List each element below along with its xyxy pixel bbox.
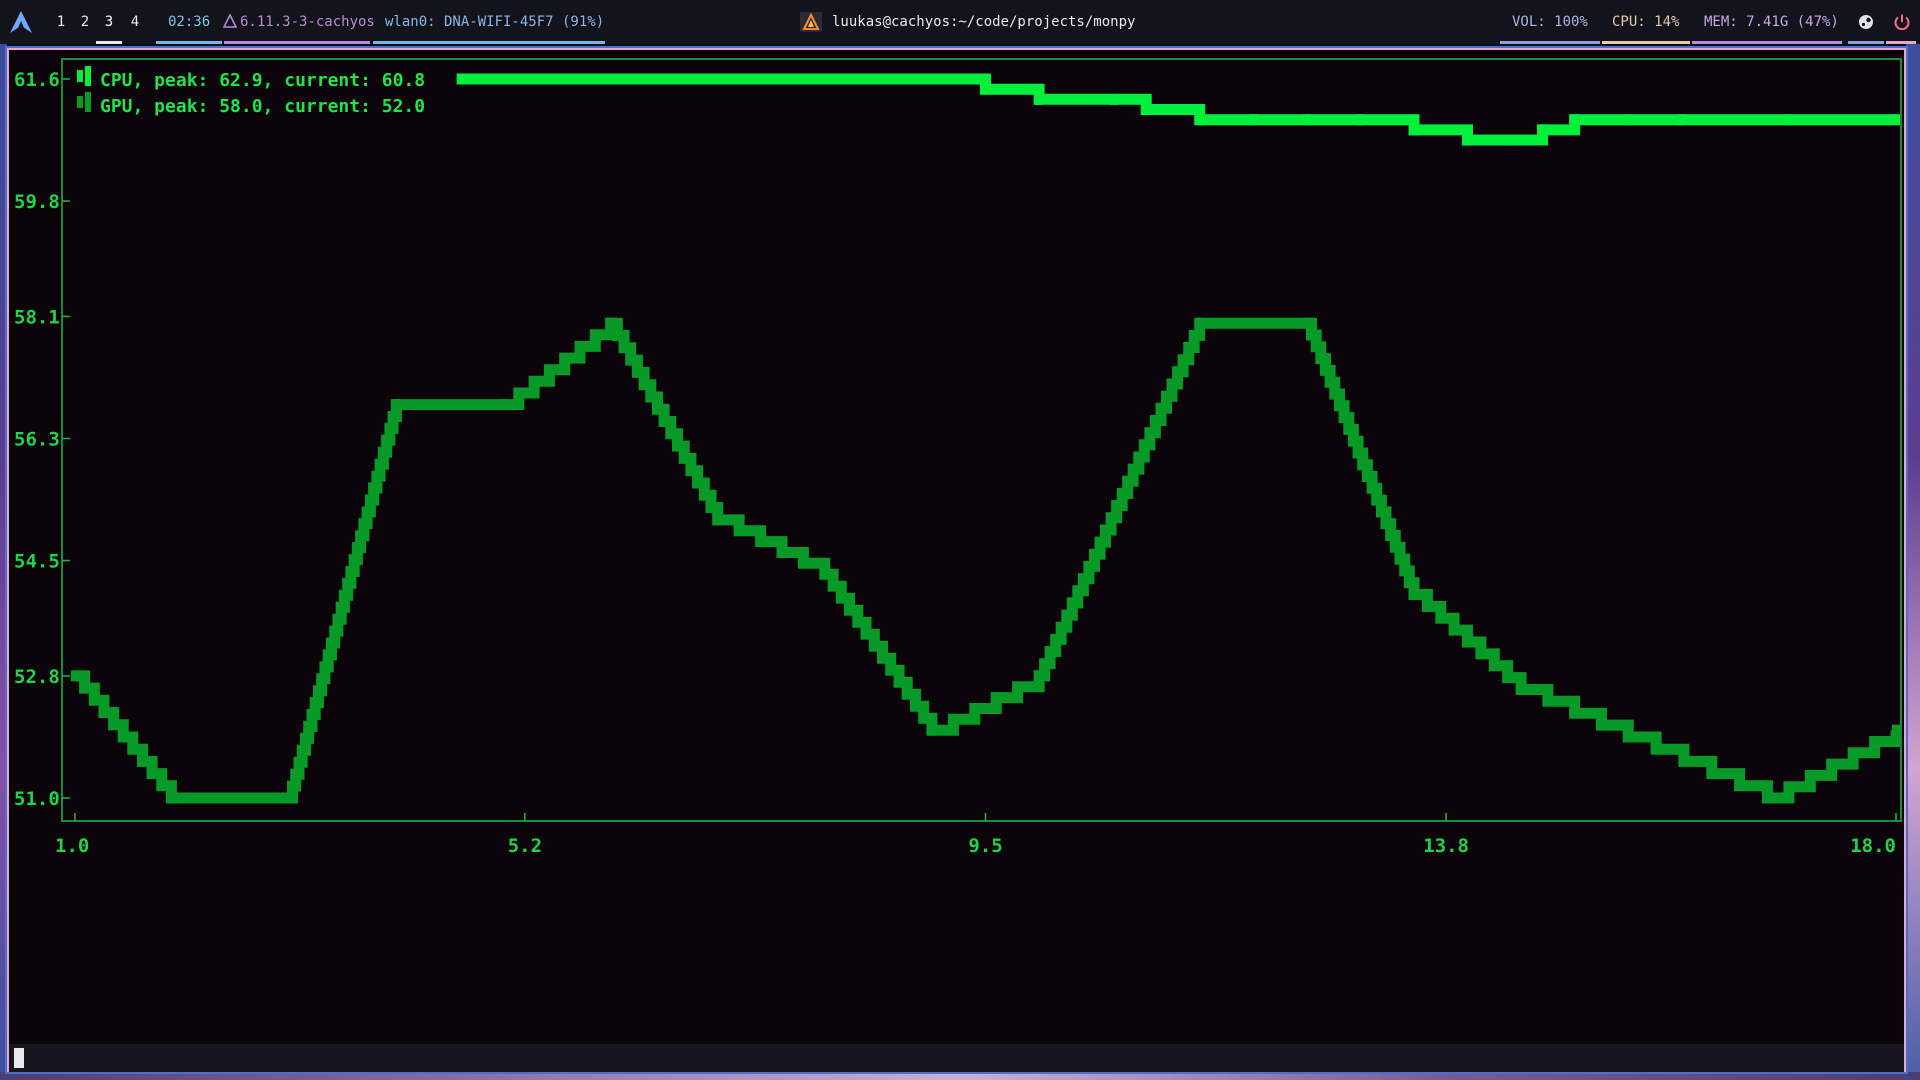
window-title: luukas@cachyos:~/code/projects/monpy: [832, 14, 1136, 30]
data-point-cpu: [1463, 134, 1472, 146]
data-point-gpu: [1409, 589, 1418, 601]
x-tick-label: 18.0: [1850, 835, 1896, 857]
x-tick-label: 13.8: [1423, 835, 1469, 857]
legend-entry-cpu: CPU, peak: 62.9, current: 60.8: [100, 70, 425, 91]
data-point-gpu: [499, 399, 508, 411]
data-point-cpu: [1356, 114, 1365, 126]
wallpaper-left: [0, 44, 7, 1080]
legend-swatch: [85, 66, 91, 86]
terminal-app-icon: [800, 12, 822, 32]
workspace-1[interactable]: 1: [56, 14, 66, 30]
data-point-cpu: [820, 73, 829, 85]
kernel-underline: [224, 41, 370, 44]
wallpaper-bottom: [0, 1072, 1920, 1080]
memory-indicator: MEM: 7.41G (47%): [1704, 14, 1839, 30]
kernel-version: 6.11.3-3-cachyos: [240, 14, 375, 30]
workspace-2[interactable]: 2: [80, 14, 90, 30]
data-point-cpu: [456, 73, 465, 85]
data-point-cpu: [1570, 114, 1579, 126]
series-line-gpu: [75, 317, 1902, 804]
legend-swatch: [77, 70, 83, 82]
volume-indicator[interactable]: VOL: 100%: [1512, 14, 1588, 30]
data-point-gpu: [1302, 317, 1311, 329]
data-point-cpu: [713, 73, 722, 85]
command-line[interactable]: [9, 1044, 1904, 1072]
data-point-gpu: [1195, 317, 1204, 329]
data-point-cpu: [1249, 114, 1258, 126]
network-status: wlan0: DNA-WIFI-45F7 (91%): [385, 14, 605, 30]
workspace-3[interactable]: 3: [104, 14, 114, 30]
data-point-cpu: [1892, 114, 1900, 126]
y-tick-label: 54.5: [14, 551, 60, 573]
data-point-cpu: [1302, 114, 1311, 126]
data-point-gpu: [71, 670, 79, 682]
x-tick-label: 5.2: [508, 835, 542, 857]
data-point-cpu: [1035, 93, 1044, 105]
y-tick-label: 61.6: [14, 69, 60, 91]
kernel-icon: [223, 14, 237, 28]
data-point-gpu: [927, 724, 936, 736]
series-line-cpu: [460, 73, 1896, 146]
power-underline: [1886, 41, 1916, 44]
data-point-gpu: [820, 568, 829, 580]
memory-underline: [1692, 41, 1842, 44]
data-point-cpu: [927, 73, 936, 85]
data-point-gpu: [1624, 731, 1633, 743]
y-tick-label: 58.1: [14, 306, 60, 328]
y-tick-label: 51.0: [14, 788, 60, 810]
workspace-4[interactable]: 4: [130, 14, 140, 30]
data-point-cpu: [1784, 114, 1793, 126]
cpu-indicator: CPU: 14%: [1612, 14, 1680, 30]
clock: 02:36: [168, 14, 211, 30]
data-point-gpu: [713, 514, 722, 526]
y-tick-label: 52.8: [14, 666, 60, 688]
network-underline: [373, 41, 605, 44]
data-point-gpu: [1035, 670, 1044, 682]
legend-entry-gpu: GPU, peak: 58.0, current: 52.0: [100, 96, 425, 117]
data-point-cpu: [981, 83, 990, 95]
steam-icon[interactable]: [1858, 14, 1874, 30]
power-icon[interactable]: [1893, 13, 1911, 31]
data-point-gpu: [392, 399, 401, 411]
workspace-active-indicator: [96, 41, 122, 44]
temperature-chart: 61.6 59.8 58.1 56.3 54.5 52.8 51.0 1.0 5.2 9.5 13…: [14, 58, 1902, 857]
plot-frame: [61, 58, 1902, 822]
data-point-cpu: [1624, 114, 1633, 126]
wallpaper-right: [1906, 44, 1920, 1080]
legend-swatch: [85, 92, 91, 112]
data-point-cpu: [1409, 124, 1418, 136]
data-point-cpu: [520, 73, 529, 85]
legend-swatch: [77, 96, 83, 108]
data-point-gpu: [167, 792, 176, 804]
data-point-gpu: [1517, 683, 1526, 695]
data-point-cpu: [1110, 93, 1119, 105]
data-point-cpu: [1195, 114, 1204, 126]
steam-underline: [1848, 41, 1884, 44]
data-point-cpu: [606, 73, 615, 85]
data-point-cpu: [1677, 114, 1686, 126]
cpu-underline: [1602, 41, 1690, 44]
arch-logo-icon[interactable]: [8, 0, 34, 44]
y-tick-label: 59.8: [14, 191, 60, 213]
x-tick-label: 9.5: [968, 835, 1002, 857]
data-point-cpu: [1538, 124, 1547, 136]
text-cursor: [14, 1048, 24, 1068]
data-point-gpu: [1763, 792, 1772, 804]
data-point-gpu: [285, 792, 294, 804]
data-point-cpu: [1142, 104, 1151, 116]
y-tick-label: 56.3: [14, 429, 60, 451]
data-point-cpu: [1506, 134, 1515, 146]
x-tick-label: 1.0: [55, 835, 89, 857]
data-point-gpu: [606, 317, 615, 329]
terminal-window[interactable]: 61.6 59.8 58.1 56.3 54.5 52.8 51.0 1.0 5.2 9.5 13…: [7, 48, 1906, 1072]
status-bar: 1 2 3 4 02:36 6.11.3-3-cachyos wlan0: DN…: [0, 0, 1920, 44]
volume-underline: [1500, 41, 1600, 44]
clock-underline: [156, 41, 222, 44]
data-point-gpu: [1892, 724, 1900, 736]
